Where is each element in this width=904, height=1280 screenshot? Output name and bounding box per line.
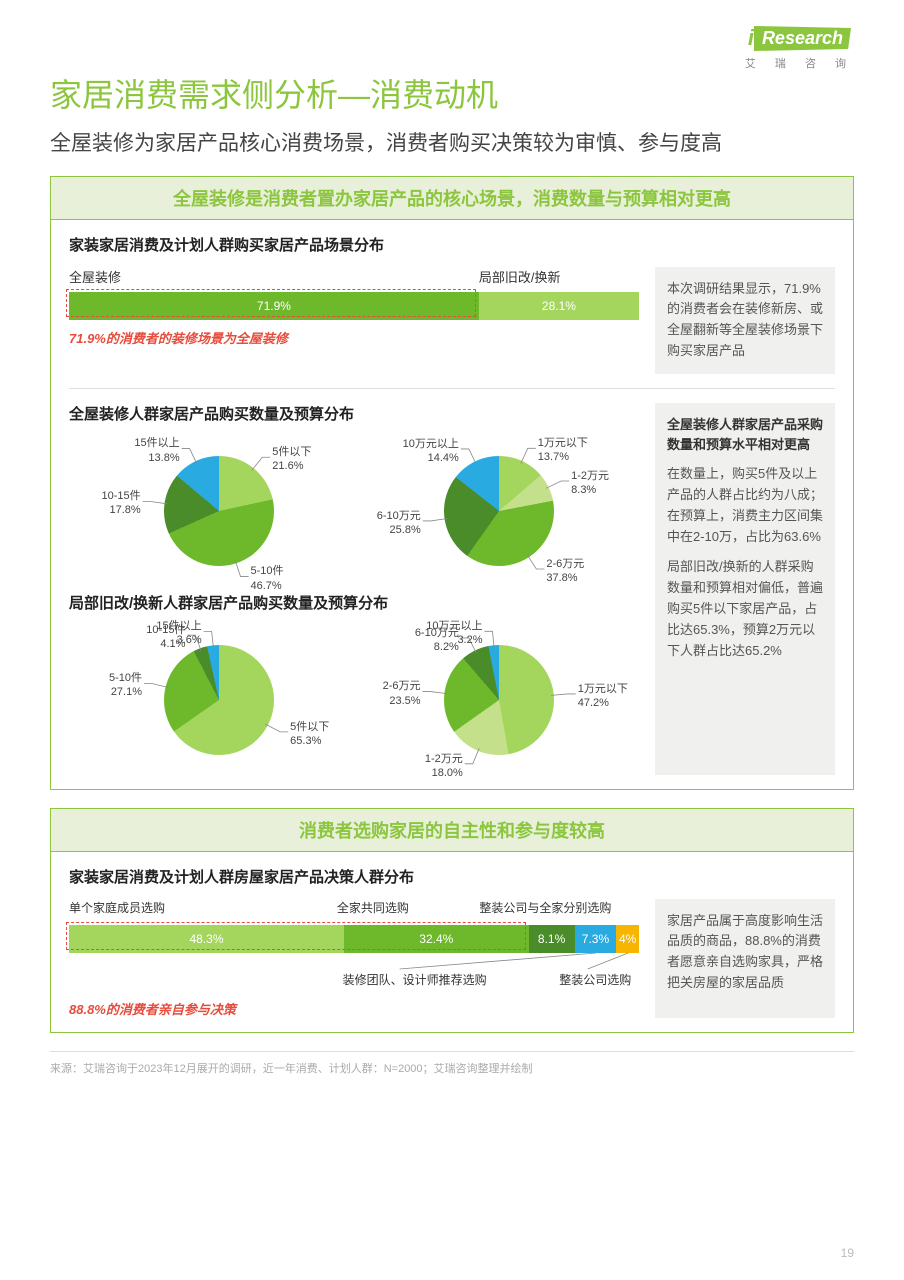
bar-segment: 7.3%	[575, 925, 617, 953]
side-note-1: 本次调研结果显示，71.9%的消费者会在装修新房、或全屋翻新等全屋装修场景下购买…	[655, 267, 835, 374]
sub2-title: 全屋装修人群家居产品购买数量及预算分布	[69, 403, 639, 424]
bar-segment: 28.1%	[479, 292, 639, 320]
bar2-top-label: 全家共同选购	[337, 899, 409, 916]
bar2-highlight	[66, 922, 526, 950]
annotation-1: 71.9%的消费者的装修场景为全屋装修	[69, 328, 639, 347]
pie-slice-label: 6-10万元25.8%	[377, 509, 421, 538]
logo: iResearch 艾 瑞 咨 询	[745, 25, 854, 71]
logo-i: i	[748, 25, 754, 51]
pie-slice-label: 10-15件17.8%	[102, 489, 141, 518]
bar1-highlight	[66, 289, 476, 317]
pie-slice-label: 10万元以上14.4%	[403, 437, 459, 466]
page-title: 家居消费需求侧分析—消费动机	[50, 70, 854, 116]
pie-slice-label: 1万元以下47.2%	[578, 682, 628, 711]
pie-slice-label: 1-2万元8.3%	[571, 469, 609, 498]
section-1-header: 全屋装修是消费者置办家居产品的核心场景，消费数量与预算相对更高	[51, 177, 853, 220]
note2-bold: 全屋装修人群家居产品采购数量和预算水平相对更高	[667, 415, 823, 457]
pie-slice-label: 2-6万元23.5%	[383, 679, 421, 708]
pie-slice-label: 5-10件46.7%	[251, 564, 284, 593]
pie-slice-label: 1-2万元18.0%	[425, 752, 463, 781]
page-number: 19	[841, 1246, 854, 1260]
section-2: 消费者选购家居的自主性和参与度较高 家装家居消费及计划人群房屋家居产品决策人群分…	[50, 808, 854, 1033]
note2-p1: 在数量上，购买5件及以上产品的人群占比约为八成；在预算上，消费主力区间集中在2-…	[667, 464, 823, 547]
sub1-title: 家装家居消费及计划人群购买家居产品场景分布	[69, 234, 835, 255]
pie-slice-label: 2-6万元37.8%	[546, 557, 584, 586]
bar1-label-1: 全屋装修	[69, 267, 479, 286]
bar2-top-label: 整装公司与全家分别选购	[479, 899, 611, 916]
section-1: 全屋装修是消费者置办家居产品的核心场景，消费数量与预算相对更高 家装家居消费及计…	[50, 176, 854, 790]
bar2-top-label: 单个家庭成员选购	[69, 899, 165, 916]
pie-slice-label: 5-10件27.1%	[109, 671, 142, 700]
logo-subtitle: 艾 瑞 咨 询	[745, 55, 854, 71]
sub3-title: 局部旧改/换新人群家居产品购买数量及预算分布	[69, 592, 639, 613]
bar-chart-2: 单个家庭成员选购全家共同选购整装公司与全家分别选购 48.3%32.4%8.1%…	[69, 899, 639, 1018]
section-2-header: 消费者选购家居的自主性和参与度较高	[51, 809, 853, 852]
pie-slice-label: 5件以下21.6%	[272, 445, 311, 474]
pie-slice-label: 5件以下65.3%	[290, 720, 329, 749]
page-subtitle: 全屋装修为家居产品核心消费场景，消费者购买决策较为审慎、参与度高	[50, 128, 854, 160]
bar2-bottom-label: 整装公司选购	[559, 971, 631, 988]
pie-4: 1万元以下47.2%1-2万元18.0%2-6万元23.5%6-10万元8.2%…	[379, 625, 619, 775]
pie-slice-label: 15件以上13.8%	[134, 436, 179, 465]
bar-segment: 4%	[616, 925, 639, 953]
side-note-2: 全屋装修人群家居产品采购数量和预算水平相对更高 在数量上，购买5件及以上产品的人…	[655, 403, 835, 775]
side-note-3: 家居产品属于高度影响生活品质的商品，88.8%的消费者愿意亲自选购家具，严格把关…	[655, 899, 835, 1018]
bar2-bottom-label: 装修团队、设计师推荐选购	[343, 971, 487, 988]
pie-1: 5件以下21.6%5-10件46.7%10-15件17.8%15件以上13.8%	[99, 436, 339, 586]
pie-slice-label: 1万元以下13.7%	[538, 436, 588, 465]
bar-segment: 8.1%	[529, 925, 575, 953]
pie-slice-label: 15件以上3.6%	[156, 619, 201, 648]
pie-slice-label: 10万元以上3.2%	[426, 619, 482, 648]
logo-brand: Research	[754, 26, 851, 51]
bar1-label-2: 局部旧改/换新	[479, 267, 561, 286]
s2-sub1-title: 家装家居消费及计划人群房屋家居产品决策人群分布	[69, 866, 835, 887]
annotation-2: 88.8%的消费者亲自参与决策	[69, 999, 639, 1018]
note2-p2: 局部旧改/换新的人群采购数量和预算相对偏低，普遍购买5件以下家居产品，占比达65…	[667, 557, 823, 661]
pie-3: 5件以下65.3%5-10件27.1%10-15件4.1%15件以上3.6%	[99, 625, 339, 775]
bar-chart-1: 全屋装修 局部旧改/换新 71.9%28.1% 71.9%的消费者的装修场景为全…	[69, 267, 639, 374]
pie-2: 1万元以下13.7% 1-2万元8.3% 2-6万元37.8% 6-10万元25.8%…	[379, 436, 619, 586]
footer-source: 来源：艾瑞咨询于2023年12月展开的调研，近一年消费、计划人群：N=2000；…	[50, 1051, 854, 1076]
